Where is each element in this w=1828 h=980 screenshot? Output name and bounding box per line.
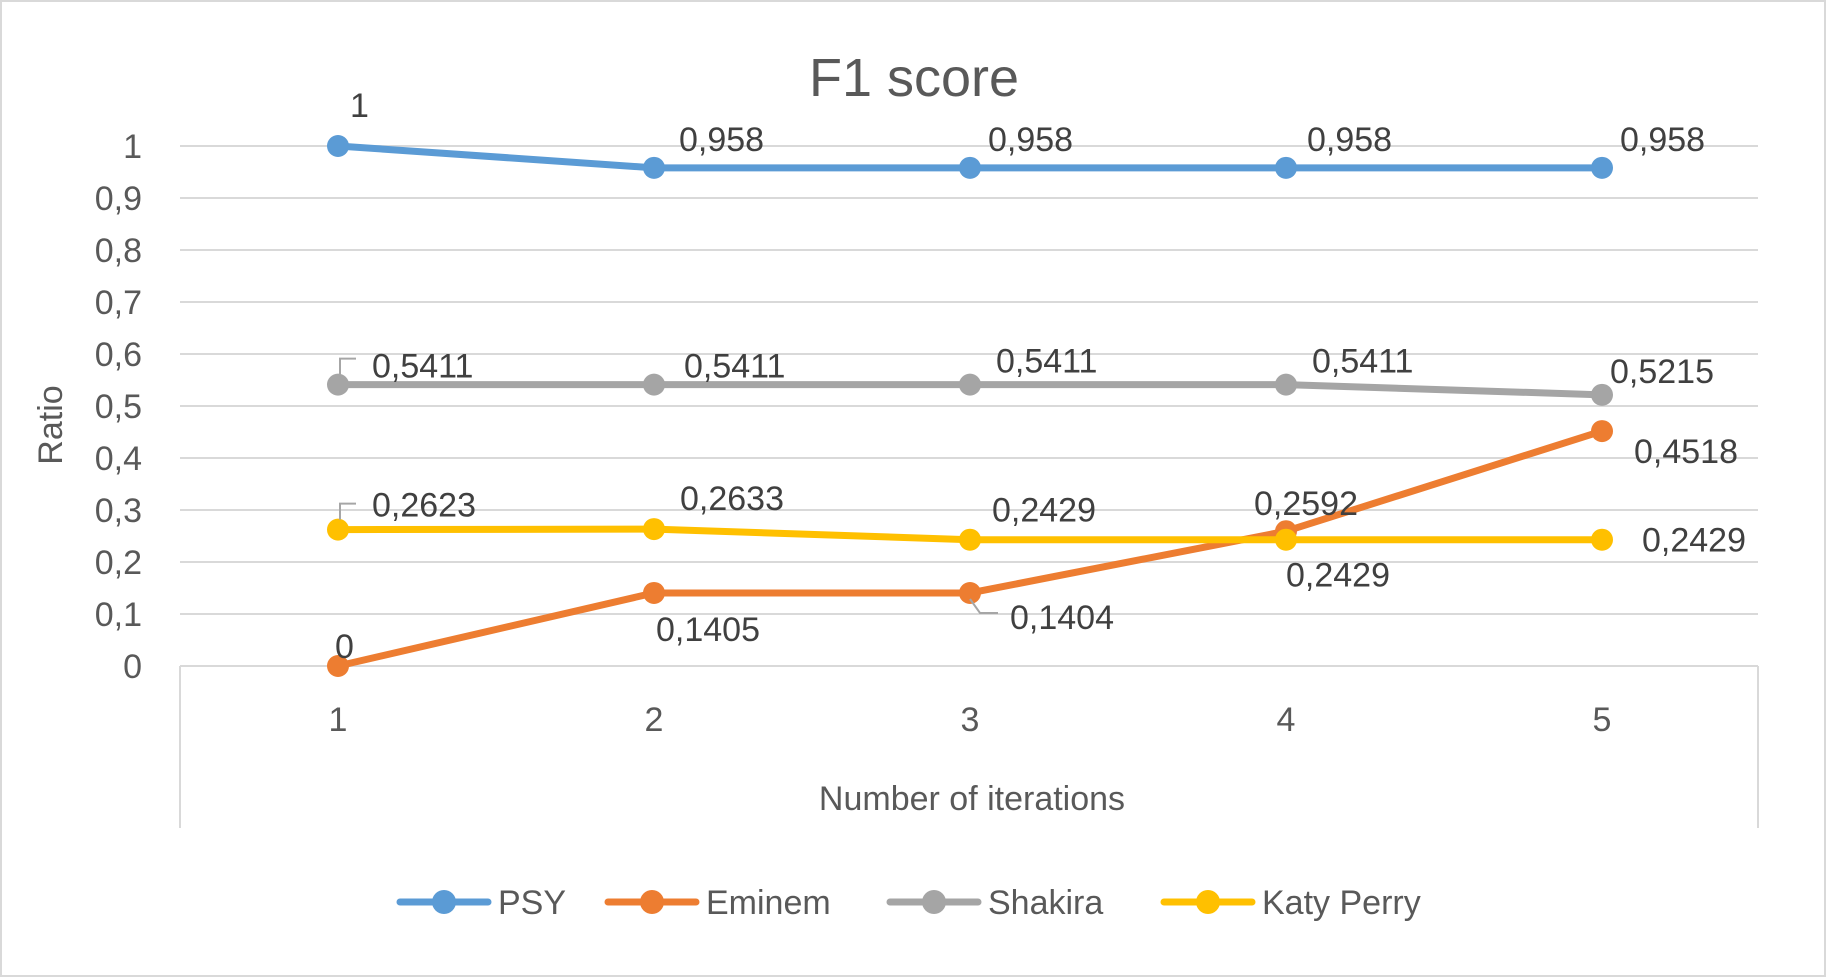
x-axis-title: Number of iterations [819, 780, 1125, 818]
data-point [1275, 373, 1297, 396]
data-label: 0,1405 [656, 611, 760, 649]
leader-line [339, 357, 356, 375]
data-point [959, 528, 981, 551]
chart-title: F1 score [809, 48, 1019, 108]
legend-marker [640, 890, 664, 914]
y-tick-label: 0,5 [95, 388, 142, 426]
x-tick-label: 2 [645, 701, 664, 739]
y-tick-label: 1 [123, 128, 142, 166]
y-tick-label: 0,1 [95, 596, 142, 634]
y-axis-title: Ratio [32, 385, 70, 464]
legend-label: Katy Perry [1262, 884, 1421, 922]
data-point [1275, 156, 1297, 179]
x-tick-label: 1 [329, 701, 348, 739]
data-point [327, 655, 349, 677]
data-point [1275, 528, 1297, 551]
data-label: 0,2429 [1642, 522, 1746, 560]
y-tick-label: 0,9 [95, 180, 142, 218]
data-point [959, 581, 981, 604]
data-label: 0,5411 [684, 348, 785, 386]
legend-marker [1196, 890, 1220, 914]
y-tick-label: 0,7 [95, 284, 142, 322]
data-label: 0,5215 [1610, 353, 1714, 391]
legend-item-shakira: Shakira [886, 884, 1103, 922]
data-label: 0,5411 [372, 348, 473, 386]
data-label: 0,958 [1307, 121, 1392, 159]
y-tick-label: 0,2 [95, 544, 142, 582]
data-point [327, 518, 349, 541]
y-tick-label: 0,4 [95, 440, 142, 478]
legend-marker [432, 890, 456, 914]
data-label: 0,2623 [372, 487, 476, 525]
data-point [643, 581, 665, 604]
data-label: 0,5411 [1312, 343, 1413, 381]
data-label: 0,1404 [1010, 599, 1114, 637]
data-label: 0,2429 [1286, 557, 1390, 595]
data-point [643, 373, 665, 396]
y-tick-label: 0,6 [95, 336, 142, 374]
x-tick-label: 3 [961, 701, 980, 739]
x-tick-label: 5 [1593, 701, 1612, 739]
y-tick-label: 0 [123, 648, 142, 686]
leader-line [339, 502, 356, 520]
data-label: 0,958 [1620, 121, 1705, 159]
data-point [1591, 383, 1613, 406]
legend-item-eminem: Eminem [604, 884, 831, 922]
legend-label: PSY [498, 884, 566, 922]
legend-item-psy: PSY [396, 884, 566, 922]
data-point [327, 373, 349, 396]
legend-label: Shakira [988, 884, 1103, 922]
data-label: 0,958 [679, 121, 764, 159]
data-point [643, 156, 665, 179]
series-shakira [327, 373, 1613, 406]
data-point [959, 373, 981, 396]
legend-item-katy-perry: Katy Perry [1160, 884, 1421, 922]
data-point [1591, 156, 1613, 179]
data-label: 0,2592 [1254, 485, 1358, 523]
data-point [1591, 420, 1613, 443]
leader-line [969, 598, 998, 614]
data-label: 0,2633 [680, 480, 784, 518]
series-psy [327, 135, 1613, 179]
legend-marker [922, 890, 946, 914]
data-label: 0,2429 [992, 492, 1096, 530]
legend-label: Eminem [706, 884, 831, 922]
data-label: 0,958 [988, 121, 1073, 159]
series-katy-perry [327, 518, 1613, 551]
y-tick-label: 0,3 [95, 492, 142, 530]
data-point [959, 156, 981, 179]
data-label: 1 [350, 87, 369, 125]
data-point [327, 135, 349, 157]
data-label: 0 [335, 628, 354, 666]
y-tick-label: 0,8 [95, 232, 142, 270]
x-tick-label: 4 [1277, 701, 1296, 739]
data-point [1591, 528, 1613, 551]
data-label: 0,5411 [996, 343, 1097, 381]
data-point [643, 518, 665, 541]
data-label: 0,4518 [1634, 433, 1738, 471]
